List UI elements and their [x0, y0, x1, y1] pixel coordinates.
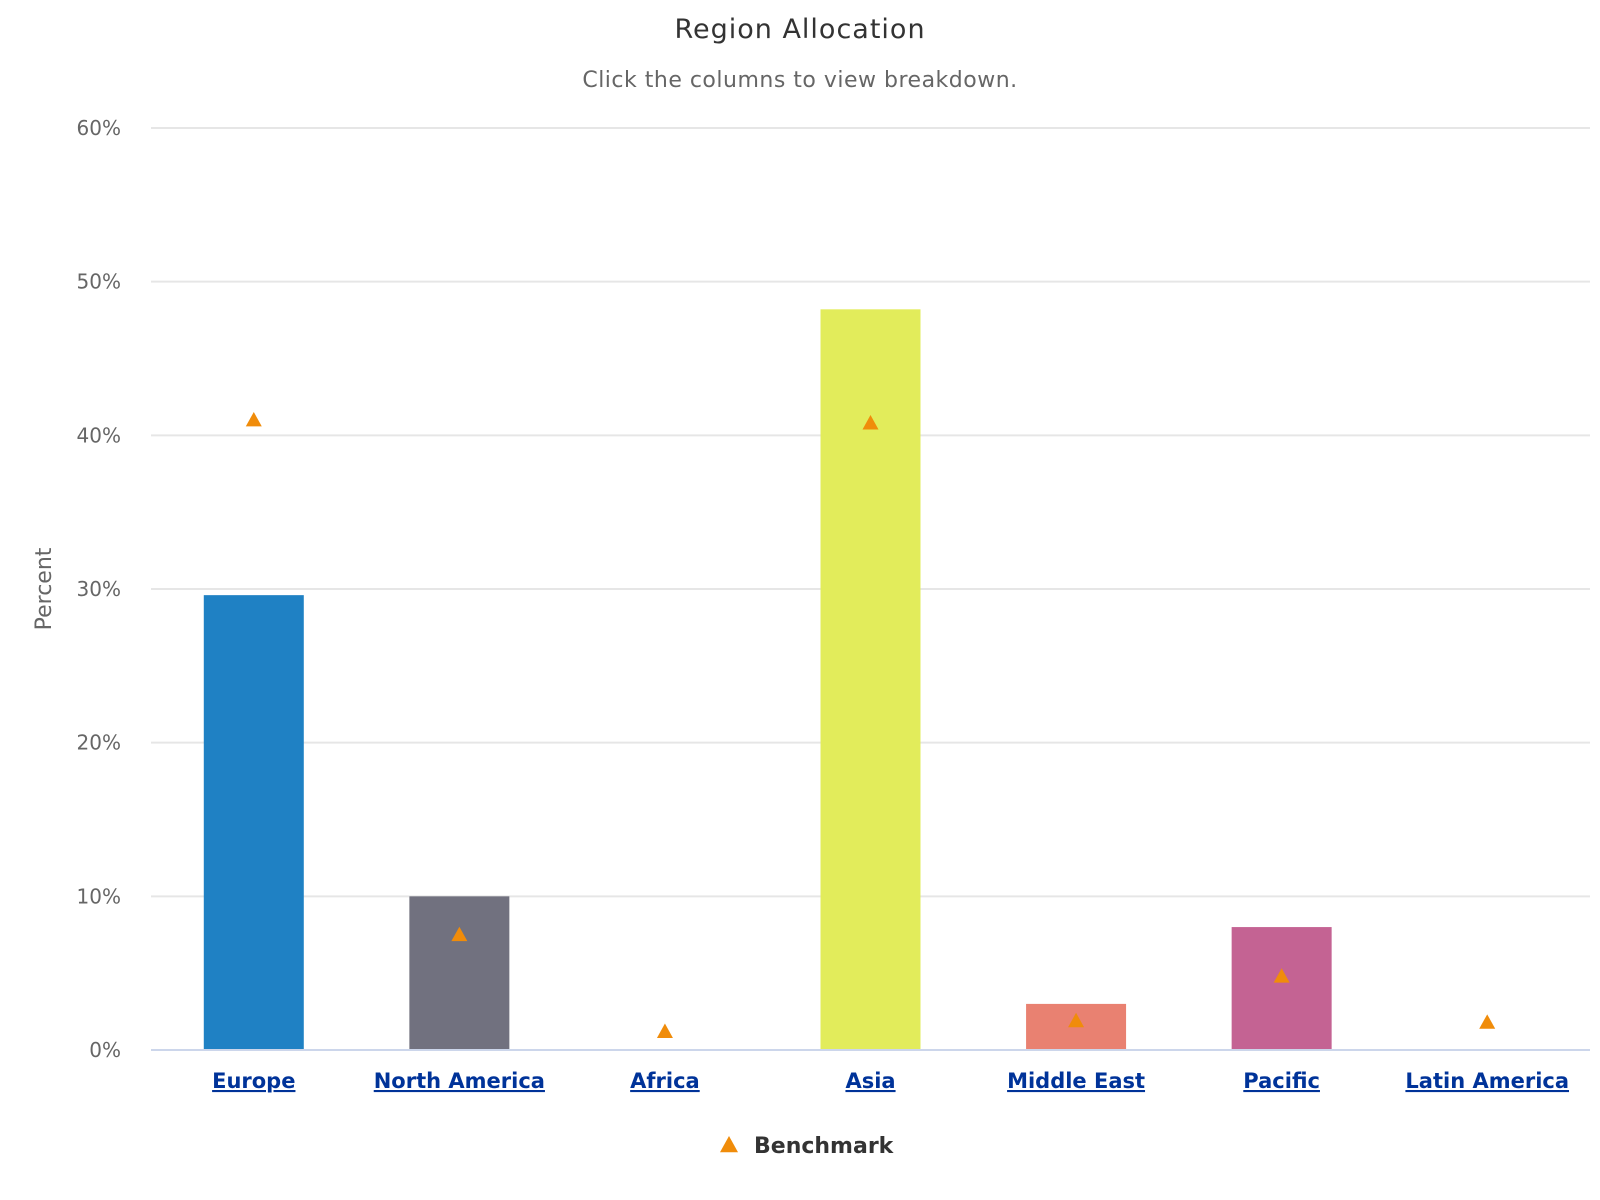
chart-subtitle: Click the columns to view breakdown. [582, 68, 1018, 93]
y-tick-label: 30% [77, 577, 121, 601]
chart-title: Region Allocation [674, 14, 926, 45]
x-category-label[interactable]: North America [374, 1069, 545, 1093]
benchmark-marker-middle-east[interactable] [1068, 1012, 1085, 1028]
x-category-label[interactable]: Latin America [1405, 1069, 1569, 1093]
benchmark-marker-latin-america[interactable] [1479, 1014, 1496, 1029]
benchmark-marker-pacific[interactable] [1273, 968, 1290, 983]
benchmark-series[interactable] [245, 411, 1496, 1038]
y-axis-ticks: 0% 10% 20% 30% 40% 50% 60% [77, 116, 121, 1062]
bar-asia[interactable] [820, 309, 921, 1050]
bar-series[interactable] [203, 309, 1332, 1050]
benchmark-marker-africa[interactable] [656, 1023, 673, 1038]
bar-europe[interactable] [203, 595, 304, 1050]
y-tick-label: 50% [77, 270, 121, 294]
y-tick-label: 20% [77, 731, 121, 755]
benchmark-marker-europe[interactable] [245, 411, 262, 427]
y-tick-label: 40% [77, 423, 121, 447]
benchmark-marker-asia[interactable] [862, 415, 879, 430]
x-category-label[interactable]: Asia [845, 1069, 895, 1093]
x-axis-categories[interactable]: Europe North America Africa Asia Middle East… [212, 1069, 1569, 1093]
benchmark-marker-north-america[interactable] [451, 926, 468, 942]
x-category-label[interactable]: Europe [212, 1069, 295, 1093]
x-category-label[interactable]: Africa [630, 1069, 700, 1093]
bar-pacific[interactable] [1231, 927, 1332, 1050]
x-category-label[interactable]: Middle East [1007, 1069, 1145, 1093]
y-tick-label: 60% [77, 116, 121, 140]
legend-label[interactable]: Benchmark [754, 1134, 895, 1159]
bar-north-america[interactable] [409, 896, 510, 1050]
x-category-label[interactable]: Pacific [1243, 1069, 1320, 1093]
legend-triangle-icon[interactable] [720, 1136, 738, 1153]
legend[interactable]: Benchmark [720, 1134, 895, 1159]
y-tick-label: 10% [77, 884, 121, 908]
y-tick-label: 0% [89, 1038, 121, 1062]
y-axis-label: Percent [32, 547, 57, 630]
